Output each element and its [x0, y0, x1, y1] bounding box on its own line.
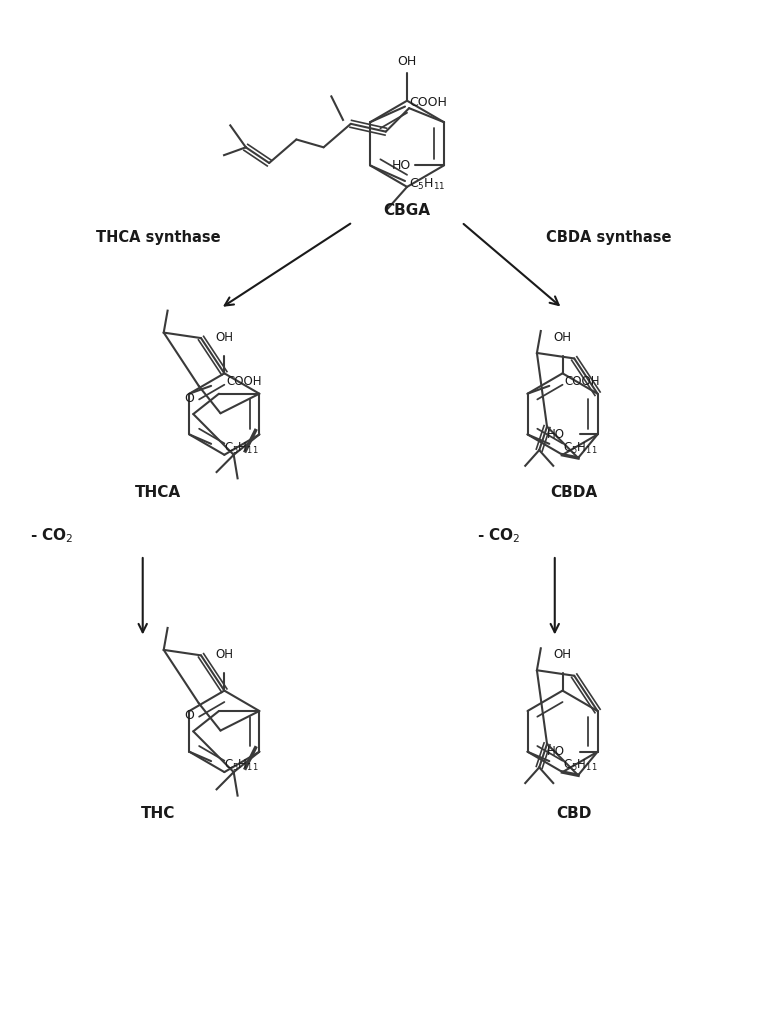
Text: OH: OH — [554, 648, 572, 660]
Text: OH: OH — [554, 331, 572, 344]
Text: THC: THC — [141, 806, 175, 821]
Text: HO: HO — [392, 159, 411, 172]
Text: THCA synthase: THCA synthase — [96, 230, 221, 246]
Text: C$_5$H$_{11}$: C$_5$H$_{11}$ — [224, 441, 259, 456]
Text: O: O — [185, 709, 194, 722]
Text: OH: OH — [215, 331, 233, 344]
Text: COOH: COOH — [565, 376, 601, 388]
Text: - CO$_2$: - CO$_2$ — [477, 526, 521, 545]
Text: C$_5$H$_{11}$: C$_5$H$_{11}$ — [409, 177, 446, 193]
Text: COOH: COOH — [226, 376, 262, 388]
Text: CBGA: CBGA — [384, 203, 431, 217]
Text: COOH: COOH — [409, 96, 447, 110]
Text: C$_5$H$_{11}$: C$_5$H$_{11}$ — [562, 759, 597, 773]
Text: OH: OH — [398, 55, 417, 68]
Text: HO: HO — [547, 745, 565, 758]
Text: CBD: CBD — [557, 806, 592, 821]
Text: O: O — [185, 391, 194, 404]
Text: THCA: THCA — [135, 484, 182, 500]
Text: - CO$_2$: - CO$_2$ — [30, 526, 74, 545]
Text: CBDA: CBDA — [550, 484, 597, 500]
Text: C$_5$H$_{11}$: C$_5$H$_{11}$ — [224, 759, 259, 773]
Text: HO: HO — [547, 428, 565, 441]
Text: CBDA synthase: CBDA synthase — [547, 230, 672, 246]
Text: C$_5$H$_{11}$: C$_5$H$_{11}$ — [562, 441, 597, 456]
Text: OH: OH — [215, 648, 233, 660]
